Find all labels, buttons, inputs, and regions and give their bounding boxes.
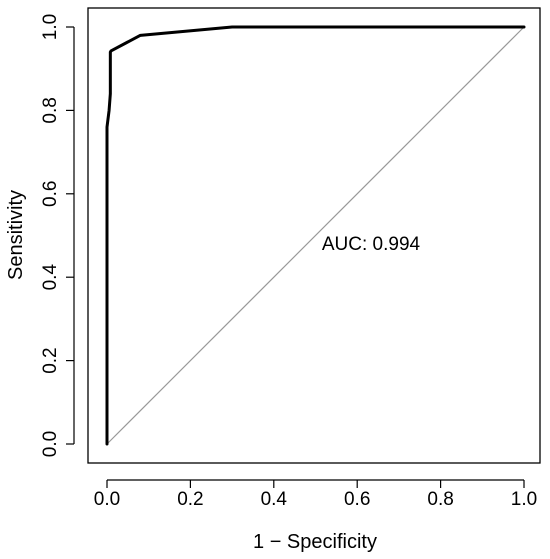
x-tick-label: 1.0: [511, 489, 537, 510]
y-axis-label: Sensitivity: [5, 190, 27, 280]
y-tick-label: 0.6: [40, 181, 61, 207]
x-tick-label: 0.4: [261, 489, 288, 510]
x-axis-label: 1 − Specificity: [253, 531, 377, 553]
y-axis: 0.0 0.2 0.4 0.6 0.8 1.0: [40, 14, 75, 457]
y-tick-label: 1.0: [40, 14, 61, 40]
y-tick-label: 0.8: [40, 97, 61, 123]
chance-diagonal-line: [106, 26, 525, 445]
roc-curve-layer: [105, 25, 526, 446]
x-axis: 0.0 0.2 0.4 0.6 0.8 1.0: [94, 479, 537, 510]
x-tick-label: 0.8: [427, 489, 453, 510]
x-tick-label: 0.2: [177, 489, 203, 510]
y-tick-label: 0.4: [40, 264, 61, 291]
plot-frame: [87, 7, 541, 464]
y-tick-label: 0.0: [40, 431, 61, 457]
x-tick-label: 0.6: [344, 489, 370, 510]
roc-curve-line: [105, 25, 526, 446]
x-tick-label: 0.0: [94, 489, 120, 510]
auc-annotation: AUC: 0.994: [322, 234, 421, 255]
reference-diagonal-layer: [106, 26, 525, 445]
y-tick-label: 0.2: [40, 347, 61, 373]
